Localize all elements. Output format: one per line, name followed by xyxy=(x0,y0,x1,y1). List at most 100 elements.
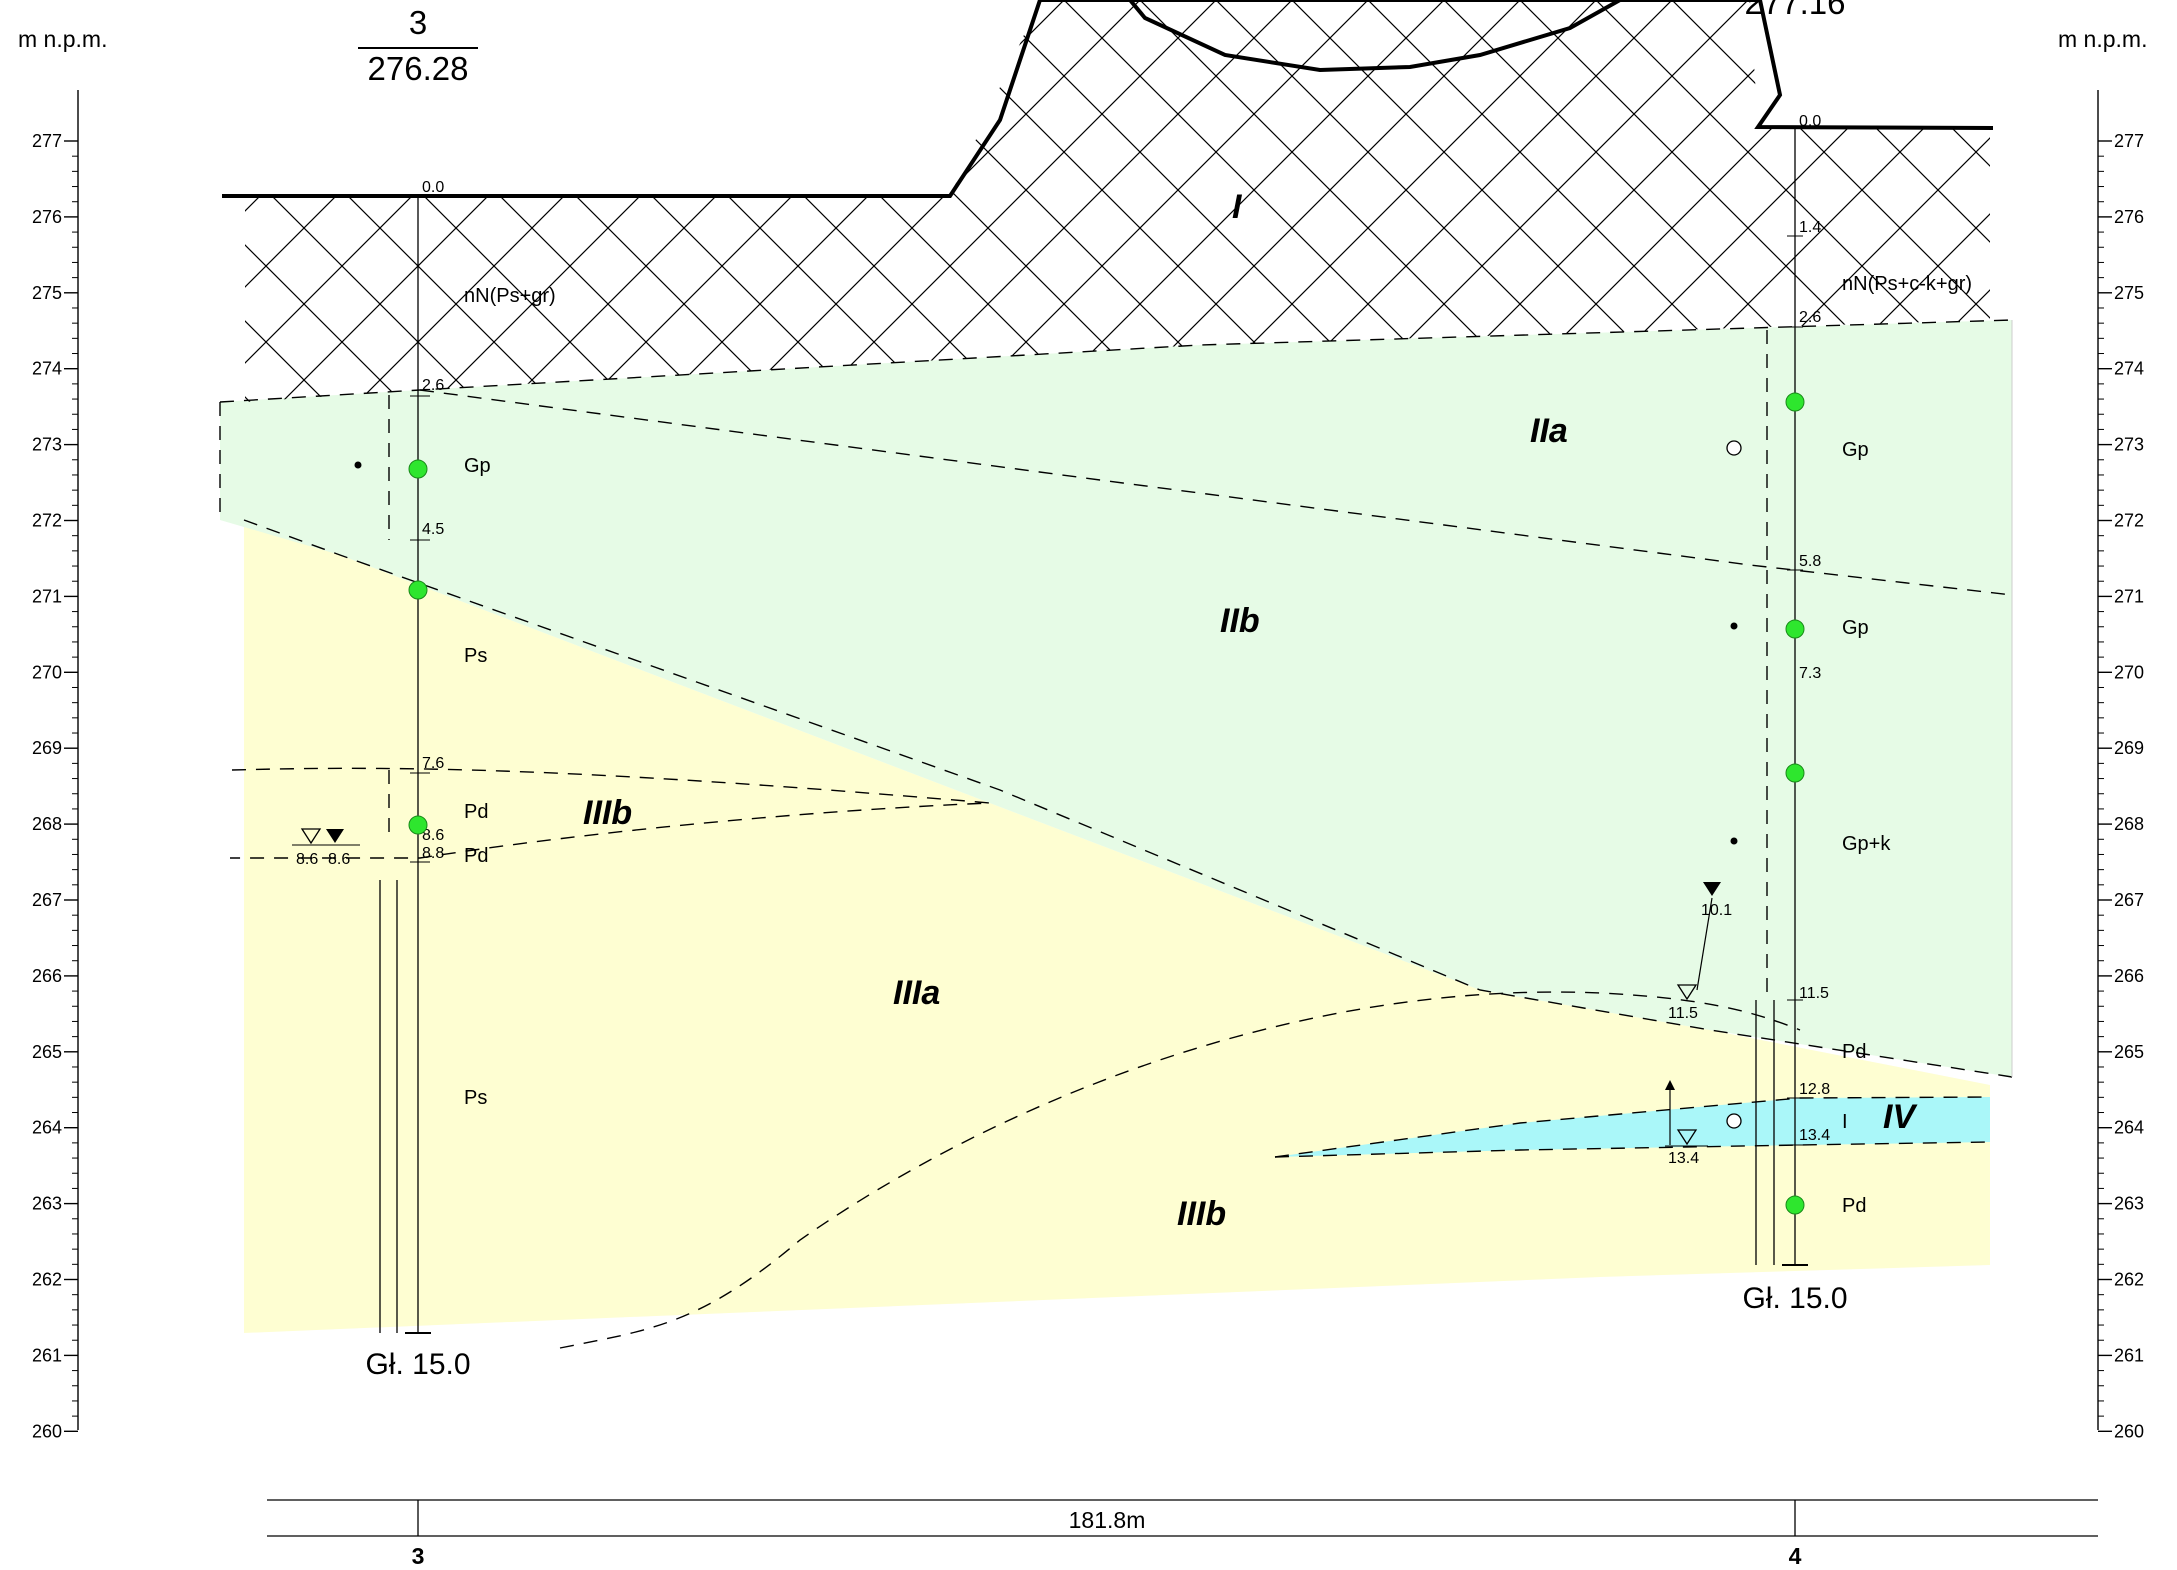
right-axis-label: 270 xyxy=(2114,662,2144,682)
distance-bar xyxy=(267,1499,2098,1537)
b3-depth: 8.6 xyxy=(422,827,444,844)
right-axis-label: 268 xyxy=(2114,814,2144,834)
sample-marker xyxy=(1785,1195,1805,1215)
borehole3-number: 3 xyxy=(409,4,427,41)
borehole-3: 3 276.28 0.0 2.6 4.5 7.6 8.6 8.8 nN(Ps+g… xyxy=(292,4,556,1381)
layer-iv-fill xyxy=(1275,1097,1990,1157)
b4-soil: Gp xyxy=(1842,439,1869,461)
left-axis-label: 274 xyxy=(32,359,62,379)
b4-depth: 1.4 xyxy=(1799,219,1821,236)
boundary-i-ii xyxy=(219,319,2013,403)
small-dot xyxy=(1730,622,1738,630)
water-table-icon xyxy=(1676,1129,1698,1146)
zone-label: IIIb xyxy=(583,794,632,832)
b3-depth: 0.0 xyxy=(422,179,444,196)
left-axis-label: 277 xyxy=(32,131,62,151)
b4-soil: nN(Ps+c-k+gr) xyxy=(1842,273,1972,295)
left-axis-label: 276 xyxy=(32,207,62,227)
boundary-iiib-lower xyxy=(559,991,1801,1349)
water-table-icon xyxy=(1676,984,1698,1001)
open-sample-marker xyxy=(1726,1113,1742,1129)
borehole-4: 277.16 0.0 1.4 2.6 5.8 7.3 11.5 12.8 13.… xyxy=(1665,0,1972,1315)
right-axis-label: 271 xyxy=(2114,586,2144,606)
left-axis-label: 269 xyxy=(32,738,62,758)
zone-label: IV xyxy=(1883,1098,1918,1136)
b4-water: 13.4 xyxy=(1668,1150,1699,1167)
b4-depth: 0.0 xyxy=(1799,113,1821,130)
b4-depth: 13.4 xyxy=(1799,1127,1830,1144)
right-axis-label: 273 xyxy=(2114,435,2144,455)
b3-soil: Gp xyxy=(464,455,491,477)
right-axis-label: 265 xyxy=(2114,1042,2144,1062)
b4-water: 10.1 xyxy=(1701,902,1732,919)
sample-marker xyxy=(1785,392,1805,412)
b4-soil: I xyxy=(1842,1111,1848,1133)
borehole4-total-depth: Gł. 15.0 xyxy=(1742,1282,1847,1315)
b4-water: 11.5 xyxy=(1668,1005,1698,1022)
b3-soil: Pd xyxy=(464,845,488,867)
boundary-iv-bottom xyxy=(1274,1141,1991,1158)
mound-curve xyxy=(1128,0,1621,73)
b4-soil: Gp+k xyxy=(1842,833,1891,855)
right-axis-label: 266 xyxy=(2114,966,2144,986)
borehole3-total-depth: Gł. 15.0 xyxy=(365,1348,470,1381)
right-axis-label: 262 xyxy=(2114,1270,2144,1290)
right-axis-unit: m n.p.m. xyxy=(2058,26,2147,52)
sample-marker xyxy=(1785,763,1805,783)
water-table-steady-icon xyxy=(326,829,344,843)
right-axis-label: 272 xyxy=(2114,511,2144,531)
left-axis-label: 272 xyxy=(32,511,62,531)
left-axis-label: 266 xyxy=(32,966,62,986)
b3-soil: Ps xyxy=(464,1087,487,1109)
b3-water: 8.6 xyxy=(296,851,318,868)
water-table-steady-icon xyxy=(1703,882,1721,896)
right-axis-label: 263 xyxy=(2114,1194,2144,1214)
distance-label: 181.8m xyxy=(1069,1507,1146,1533)
right-axis-label: 267 xyxy=(2114,890,2144,910)
b3-depth: 4.5 xyxy=(422,521,444,538)
right-axis-label: 276 xyxy=(2114,207,2144,227)
b4-soil: Pd xyxy=(1842,1195,1866,1217)
left-axis-label: 273 xyxy=(32,435,62,455)
b4-depth: 12.8 xyxy=(1799,1081,1830,1098)
borehole4-elevation: 277.16 xyxy=(1745,0,1846,21)
right-axis-label: 261 xyxy=(2114,1345,2144,1365)
sample-marker xyxy=(408,459,428,479)
b4-depth: 7.3 xyxy=(1799,665,1821,682)
left-axis-label: 261 xyxy=(32,1345,62,1365)
b4-soil: Pd xyxy=(1842,1041,1866,1063)
zone-label: IIIa xyxy=(893,974,940,1012)
water-table-icon xyxy=(300,828,322,845)
right-axis-label: 264 xyxy=(2114,1118,2144,1138)
b4-soil: Gp xyxy=(1842,617,1869,639)
layer-ii-fill xyxy=(220,320,2012,1077)
right-axis-label: 277 xyxy=(2114,131,2144,151)
right-axis-label: 274 xyxy=(2114,359,2144,379)
left-axis-label: 271 xyxy=(32,586,62,606)
left-axis-label: 262 xyxy=(32,1270,62,1290)
sample-marker xyxy=(408,815,428,835)
open-sample-marker xyxy=(1726,440,1742,456)
left-axis-label: 267 xyxy=(32,890,62,910)
b3-soil: Pd xyxy=(464,801,488,823)
right-axis-label: 275 xyxy=(2114,283,2144,303)
b3-soil: Ps xyxy=(464,645,487,667)
sample-marker xyxy=(408,580,428,600)
zone-label: IIb xyxy=(1220,602,1260,640)
right-axis-label: 269 xyxy=(2114,738,2144,758)
b3-depth: 2.6 xyxy=(422,377,444,394)
ground-surface-line xyxy=(222,0,1994,198)
boundary-ii-iii xyxy=(243,519,2013,1078)
small-dot xyxy=(354,461,362,469)
zone-label: I xyxy=(1232,188,1243,226)
boundary-iiib-upper xyxy=(230,767,991,859)
zone-label: IIIb xyxy=(1177,1195,1226,1233)
b4-depth: 5.8 xyxy=(1799,553,1821,570)
left-axis-label: 270 xyxy=(32,662,62,682)
boundary-iv-top xyxy=(1274,1096,1991,1158)
b3-soil: nN(Ps+gr) xyxy=(464,285,556,307)
b3-depth: 7.6 xyxy=(422,755,444,772)
zone-label: IIa xyxy=(1530,412,1568,450)
sample-marker xyxy=(1785,619,1805,639)
